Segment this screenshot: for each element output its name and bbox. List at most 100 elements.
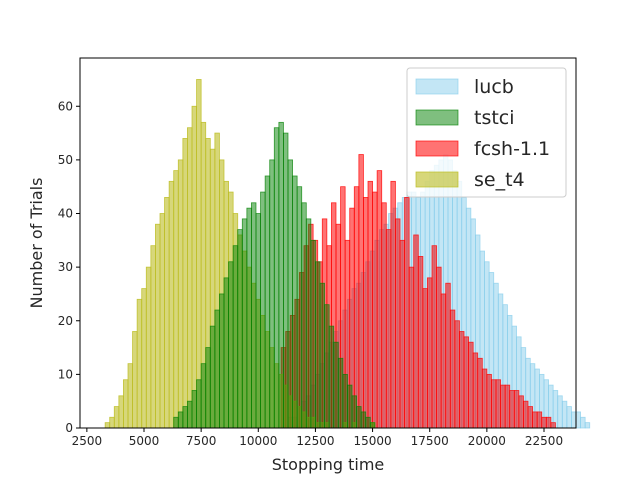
x-tick-label: 20000 bbox=[468, 434, 506, 448]
y-tick-label: 40 bbox=[58, 207, 73, 221]
legend-label-lucb: lucb bbox=[474, 76, 514, 98]
bar-se_t4-11 bbox=[155, 223, 161, 429]
bar-fcsh-1.1-25 bbox=[395, 218, 401, 429]
bar-fcsh-1.1-28 bbox=[408, 266, 415, 429]
bar-fcsh-1.1-24 bbox=[390, 180, 396, 429]
bar-tstci-37 bbox=[342, 373, 348, 429]
legend: lucb tstci fcsh-1.1 se_t4 bbox=[406, 67, 567, 198]
bar-fcsh-1.1-43 bbox=[477, 357, 483, 429]
bar-tstci-19 bbox=[260, 191, 266, 429]
bar-fcsh-1.1-21 bbox=[376, 170, 383, 429]
bar-fcsh-1.1-51 bbox=[513, 390, 520, 429]
bar-fcsh-1.1-59 bbox=[550, 422, 556, 429]
bar-tstci-25 bbox=[287, 159, 293, 429]
bar-se_t4-2 bbox=[113, 406, 120, 429]
bar-fcsh-1.1-31 bbox=[422, 288, 428, 429]
y-axis: 0 10 20 30 40 50 60 bbox=[58, 99, 80, 435]
x-tick-label: 12500 bbox=[296, 434, 334, 448]
bar-se_t4-5 bbox=[127, 363, 133, 429]
bar-fcsh-1.1-34 bbox=[436, 266, 442, 429]
bar-fcsh-1.1-35 bbox=[440, 293, 447, 429]
x-tick-label: 10000 bbox=[239, 434, 277, 448]
bar-tstci-12 bbox=[228, 261, 234, 429]
legend-swatch-se_t4 bbox=[415, 171, 459, 188]
bar-tstci-36 bbox=[337, 357, 344, 429]
bar-tstci-26 bbox=[292, 175, 298, 429]
bar-fcsh-1.1-56 bbox=[536, 411, 543, 429]
bar-tstci-9 bbox=[214, 309, 220, 429]
bar-tstci-5 bbox=[196, 379, 202, 429]
y-tick-label: 10 bbox=[58, 367, 73, 381]
bar-lucb-60 bbox=[561, 400, 568, 429]
bar-se_t4-16 bbox=[177, 159, 184, 429]
bar-fcsh-1.1-40 bbox=[463, 336, 469, 429]
bar-fcsh-1.1-30 bbox=[417, 256, 424, 429]
bar-lucb-61 bbox=[566, 406, 572, 429]
bar-fcsh-1.1-52 bbox=[518, 395, 524, 429]
bar-fcsh-1.1-16 bbox=[353, 186, 360, 429]
bar-tstci-0 bbox=[173, 416, 179, 429]
bar-tstci-40 bbox=[356, 406, 362, 429]
bar-tstci-16 bbox=[246, 207, 252, 429]
bar-se_t4-0 bbox=[104, 422, 111, 429]
bar-se_t4-10 bbox=[150, 245, 156, 429]
bar-tstci-15 bbox=[241, 218, 248, 429]
plot-frame bbox=[79, 57, 577, 429]
y-tick-label: 30 bbox=[58, 260, 73, 274]
x-tick-label: 22500 bbox=[525, 434, 563, 448]
bar-fcsh-1.1-49 bbox=[504, 384, 511, 429]
bar-tstci-22 bbox=[273, 127, 280, 429]
bar-fcsh-1.1-44 bbox=[481, 368, 488, 429]
bar-tstci-39 bbox=[351, 395, 357, 429]
bar-fcsh-1.1-37 bbox=[449, 309, 456, 429]
bar-se_t4-3 bbox=[118, 395, 124, 429]
legend-label-fcsh-1.1: fcsh-1.1 bbox=[474, 138, 550, 160]
y-tick-label: 0 bbox=[65, 421, 73, 435]
bar-lucb-65 bbox=[584, 422, 591, 429]
bar-fcsh-1.1-19 bbox=[367, 180, 373, 429]
bar-se_t4-4 bbox=[123, 379, 129, 429]
bar-fcsh-1.1-50 bbox=[509, 390, 515, 429]
x-tick-label: 2500 bbox=[72, 434, 103, 448]
bar-lucb-63 bbox=[575, 411, 581, 429]
bar-fcsh-1.1-18 bbox=[363, 197, 369, 429]
bar-se_t4-8 bbox=[141, 288, 147, 429]
bar-fcsh-1.1-29 bbox=[413, 234, 419, 429]
bar-tstci-17 bbox=[251, 202, 257, 429]
x-tick-label: 5000 bbox=[129, 434, 160, 448]
bar-tstci-38 bbox=[347, 384, 353, 429]
x-tick-label: 7500 bbox=[186, 434, 217, 448]
x-tick-label: 15000 bbox=[353, 434, 391, 448]
bar-tstci-14 bbox=[237, 229, 243, 429]
bar-tstci-33 bbox=[324, 304, 330, 429]
bar-lucb-62 bbox=[571, 411, 577, 429]
legend-label-se_t4: se_t4 bbox=[474, 169, 525, 191]
bar-tstci-30 bbox=[310, 239, 316, 429]
bar-tstci-42 bbox=[365, 416, 371, 429]
bar-tstci-24 bbox=[283, 132, 289, 429]
bar-se_t4-1 bbox=[109, 416, 115, 429]
bar-tstci-1 bbox=[177, 411, 184, 429]
bar-fcsh-1.1-55 bbox=[532, 411, 538, 429]
bar-fcsh-1.1-41 bbox=[468, 341, 474, 429]
bar-fcsh-1.1-48 bbox=[500, 384, 506, 429]
bar-se_t4-14 bbox=[168, 180, 175, 429]
bar-tstci-8 bbox=[209, 325, 216, 429]
bar-tstci-35 bbox=[333, 341, 339, 429]
bar-se_t4-15 bbox=[173, 170, 179, 429]
bar-tstci-32 bbox=[319, 282, 325, 429]
bar-se_t4-18 bbox=[187, 127, 193, 429]
bar-fcsh-1.1-47 bbox=[495, 379, 501, 429]
bar-tstci-2 bbox=[182, 406, 188, 429]
x-axis-label: Stopping time bbox=[272, 455, 385, 474]
y-tick-label: 50 bbox=[58, 153, 73, 167]
bar-tstci-28 bbox=[301, 202, 307, 429]
bar-tstci-3 bbox=[187, 400, 193, 429]
bar-tstci-21 bbox=[269, 159, 275, 429]
bar-tstci-27 bbox=[296, 186, 303, 429]
bar-se_t4-13 bbox=[164, 197, 170, 429]
bar-se_t4-19 bbox=[191, 105, 197, 429]
bar-se_t4-9 bbox=[145, 266, 152, 429]
bar-fcsh-1.1-53 bbox=[523, 400, 529, 429]
